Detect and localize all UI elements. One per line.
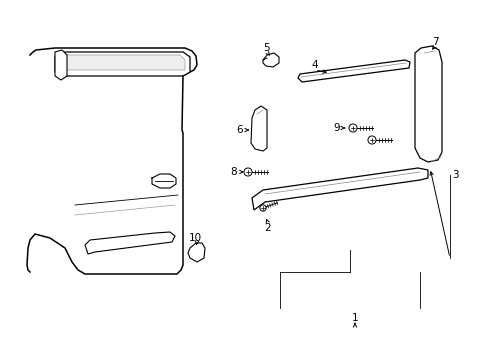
Polygon shape — [250, 106, 266, 151]
Polygon shape — [55, 52, 190, 76]
Text: 8: 8 — [230, 167, 237, 177]
Text: 1: 1 — [351, 313, 358, 323]
Text: 6: 6 — [236, 125, 243, 135]
Polygon shape — [57, 55, 184, 70]
Text: 10: 10 — [188, 233, 201, 243]
Text: 5: 5 — [263, 43, 270, 53]
Polygon shape — [263, 53, 279, 67]
Polygon shape — [55, 50, 67, 80]
Polygon shape — [251, 168, 427, 210]
Polygon shape — [85, 232, 175, 254]
Text: 2: 2 — [264, 223, 271, 233]
Polygon shape — [414, 46, 441, 162]
Text: 4: 4 — [311, 60, 318, 70]
Polygon shape — [187, 243, 204, 262]
Text: 9: 9 — [333, 123, 340, 133]
Text: 7: 7 — [431, 37, 437, 47]
Polygon shape — [297, 60, 409, 82]
Text: 3: 3 — [451, 170, 457, 180]
